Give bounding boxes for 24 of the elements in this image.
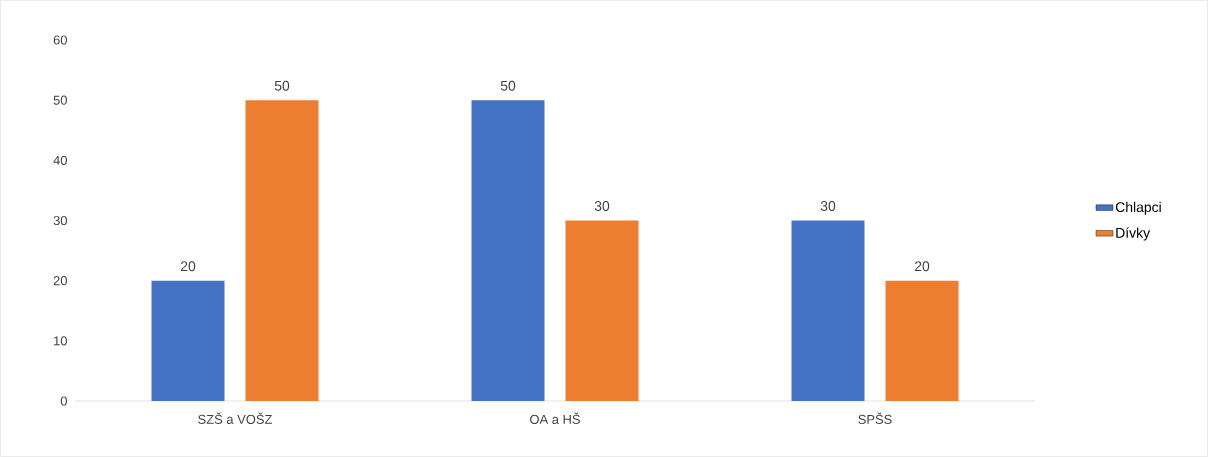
bar (565, 220, 639, 401)
y-tick-label: 0 (60, 396, 67, 406)
data-label: 50 (500, 80, 516, 91)
y-tick-label: 20 (53, 276, 67, 286)
bar (245, 100, 319, 401)
legend-label: Dívky (1116, 227, 1151, 241)
data-label: 30 (594, 201, 610, 211)
y-tick-label: 10 (54, 336, 67, 346)
bar (471, 100, 545, 401)
y-tick-label: 30 (53, 215, 67, 226)
legend-label: Chlapci (1115, 201, 1161, 215)
data-label: 20 (914, 261, 930, 272)
x-tick-label: SPŠS (858, 412, 892, 424)
y-tick-label: 50 (53, 95, 67, 105)
data-label: 20 (180, 261, 196, 272)
y-tick-label: 60 (53, 35, 67, 45)
bar (885, 280, 959, 401)
x-tick-label: SZŠ a VOŠZ (198, 412, 273, 424)
data-label: 30 (820, 201, 836, 211)
y-tick-label: 40 (53, 155, 67, 165)
bar (791, 220, 865, 401)
x-tick-label: OA a HŠ (530, 412, 580, 424)
data-label: 50 (274, 80, 290, 91)
bar (151, 280, 225, 401)
